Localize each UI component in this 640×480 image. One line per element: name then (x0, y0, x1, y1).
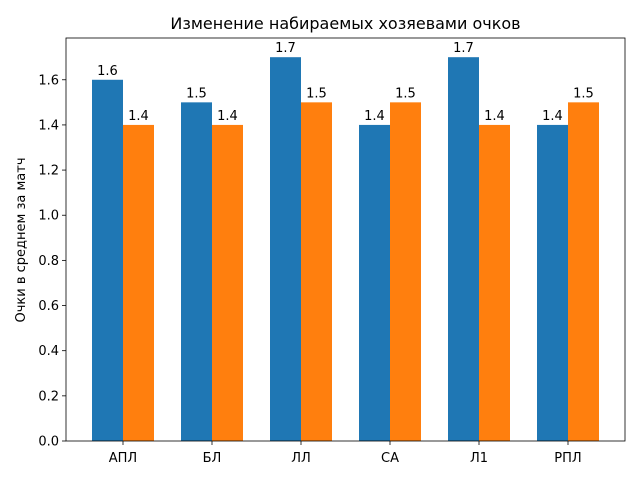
bar-series-2-1 (212, 124, 243, 441)
x-tick-label: Л1 (470, 451, 488, 466)
data-label: 1.5 (573, 86, 594, 101)
chart-title: Изменение набираемых хозяевами очков (170, 14, 520, 33)
bar-series-1-3 (359, 124, 390, 441)
x-tick-label: БЛ (203, 451, 222, 466)
bar-series-1-1 (181, 102, 212, 441)
bar-series-2-4 (479, 124, 510, 441)
y-tick-label: 1.0 (38, 209, 59, 224)
bar-series-1-4 (448, 57, 479, 441)
data-label: 1.7 (453, 41, 474, 56)
data-label: 1.7 (275, 41, 296, 56)
bar-series-1-5 (537, 124, 568, 441)
bar-series-1-0 (92, 79, 123, 441)
bar-series-2-0 (123, 124, 154, 441)
bar-series-2-5 (568, 102, 599, 441)
data-label: 1.6 (97, 64, 118, 79)
bar-series-2-3 (390, 102, 421, 441)
x-tick-label: РПЛ (554, 451, 581, 466)
y-tick-label: 0.4 (38, 344, 59, 359)
data-label: 1.4 (128, 109, 149, 124)
data-label: 1.4 (542, 109, 563, 124)
y-tick-label: 0.0 (38, 435, 59, 450)
plot-frame (65, 37, 626, 442)
y-tick-label: 0.6 (38, 299, 59, 314)
data-label: 1.4 (484, 109, 505, 124)
bar-series-2-2 (301, 102, 332, 441)
data-label: 1.5 (186, 86, 207, 101)
y-tick-label: 1.6 (38, 73, 59, 88)
bar-series-1-2 (270, 57, 301, 441)
data-label: 1.4 (217, 109, 238, 124)
y-tick-label: 0.2 (38, 389, 59, 404)
y-axis-label: Очки в среднем за матч (14, 157, 29, 322)
x-tick-label: ЛЛ (291, 451, 311, 466)
y-tick-label: 0.8 (38, 254, 59, 269)
x-tick-label: АПЛ (109, 451, 137, 466)
y-tick-label: 1.2 (38, 164, 59, 179)
y-tick-label: 1.4 (38, 118, 59, 133)
data-label: 1.5 (306, 86, 327, 101)
x-tick-label: СА (381, 451, 399, 466)
data-label: 1.4 (364, 109, 385, 124)
data-label: 1.5 (395, 86, 416, 101)
